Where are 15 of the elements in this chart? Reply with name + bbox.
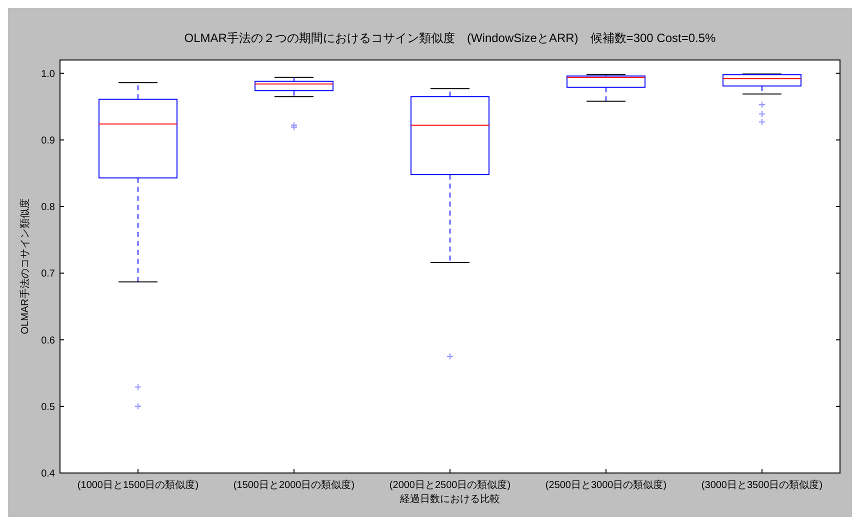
y-tick-label: 0.6 <box>41 335 56 346</box>
y-tick-label: 0.9 <box>41 135 56 146</box>
y-tick-label: 0.7 <box>41 268 56 280</box>
y-axis-title: OLMAR手法のコサイン類似度 <box>19 198 31 334</box>
x-tick-label: (1000日と1500日の類似度) <box>77 479 199 491</box>
x-tick-label: (1500日と2000日の類似度) <box>233 479 355 491</box>
x-tick-label: (2000日と2500日の類似度) <box>389 479 511 491</box>
y-tick-label: 0.4 <box>41 468 56 480</box>
x-axis-title: 経過日数における比較 <box>399 493 500 505</box>
y-tick-label: 1.0 <box>41 68 56 80</box>
x-tick-label: (3000日と3500日の類似度) <box>701 479 823 491</box>
x-tick-label: (2500日と3000日の類似度) <box>545 479 667 491</box>
y-tick-label: 0.8 <box>41 202 56 214</box>
y-tick-label: 0.5 <box>41 402 56 413</box>
chart-title: OLMAR手法の２つの期間におけるコサイン類似度 (WindowSizeとARR) 候補数=300 Cost=0.5% <box>184 31 716 45</box>
